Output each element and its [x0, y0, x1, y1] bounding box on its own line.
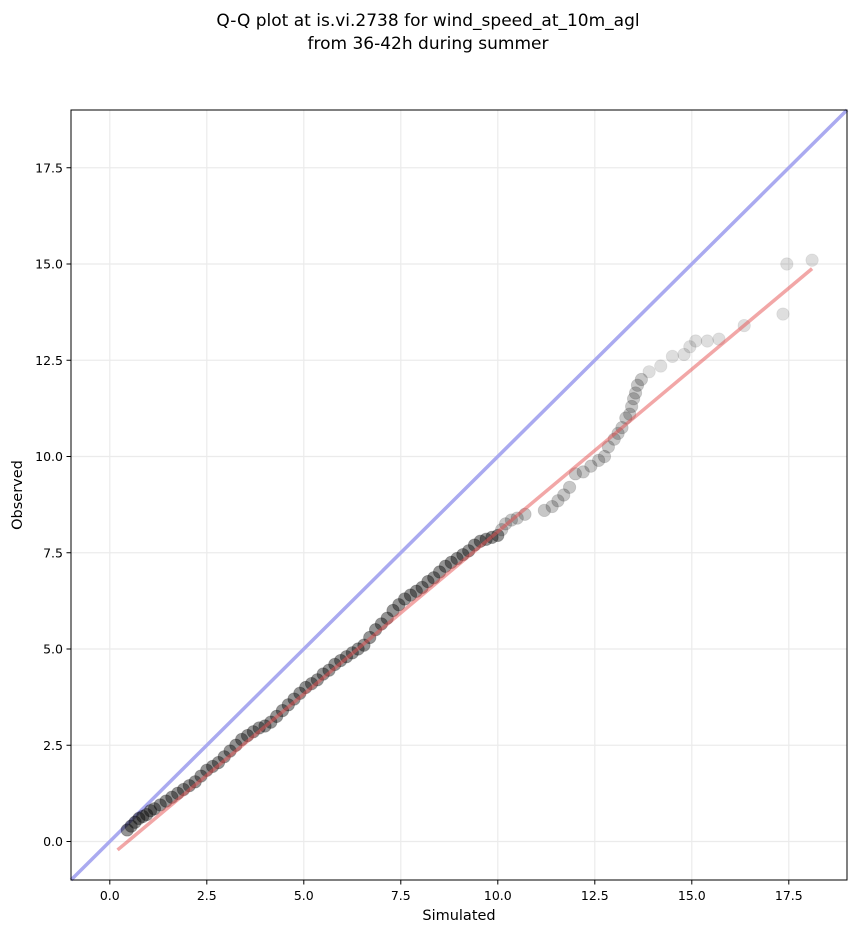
- y-tick-label-4: 10.0: [35, 449, 63, 464]
- data-point-6: [143, 804, 158, 818]
- plot-area-frame: [70, 109, 848, 881]
- data-point-103: [780, 257, 794, 271]
- chart-title-line-2: from 36-42h during summer: [308, 34, 549, 54]
- data-point-74: [551, 494, 565, 508]
- y-tick-label-7: 17.5: [35, 160, 63, 175]
- data-point-7: [147, 802, 162, 816]
- data-point-99: [700, 334, 714, 348]
- data-point-96: [677, 347, 691, 362]
- data-point-8: [153, 798, 167, 812]
- data-point-81: [597, 449, 612, 464]
- x-tick-label-6: 15.0: [678, 888, 706, 903]
- data-point-104: [805, 253, 819, 267]
- x-axis-label: Simulated: [422, 908, 495, 924]
- y-tick-label-6: 15.0: [35, 257, 63, 272]
- data-point-0: [120, 823, 134, 837]
- x-tick-label-2: 5.0: [294, 888, 314, 903]
- data-point-50: [398, 592, 412, 606]
- y-tick-label-5: 12.5: [35, 353, 63, 368]
- data-point-80: [592, 453, 606, 467]
- data-point-76: [562, 480, 577, 494]
- data-point-5: [140, 807, 154, 822]
- data-point-102: [776, 307, 790, 321]
- x-tick-label-4: 10.0: [484, 888, 512, 903]
- data-point-51: [403, 588, 418, 602]
- y-axis-label: Observed: [10, 460, 26, 530]
- y-tick-label-2: 5.0: [43, 642, 63, 657]
- data-point-54: [421, 575, 435, 589]
- data-point-52: [409, 584, 423, 598]
- data-point-94: [654, 359, 668, 373]
- data-point-92: [634, 372, 648, 387]
- data-point-72: [537, 503, 551, 517]
- y-tick-label-1: 2.5: [43, 738, 63, 753]
- x-tick-label-1: 2.5: [197, 888, 217, 903]
- data-point-37: [322, 663, 336, 677]
- x-tick-label-7: 17.5: [775, 888, 803, 903]
- data-point-57: [438, 559, 453, 573]
- data-point-98: [689, 334, 703, 348]
- data-point-48: [386, 603, 400, 618]
- data-point-88: [625, 399, 639, 414]
- x-tick-label-3: 7.5: [391, 888, 411, 903]
- data-points: [116, 253, 819, 852]
- data-point-79: [584, 459, 598, 473]
- data-point-78: [576, 465, 590, 479]
- data-point-90: [628, 386, 643, 400]
- grid-lines: [71, 110, 847, 880]
- y-tick-label-3: 7.5: [43, 545, 63, 560]
- fit-line: [116, 267, 814, 852]
- data-point-2: [128, 815, 142, 829]
- reference-lines: [69, 108, 849, 882]
- data-point-97: [683, 340, 697, 354]
- data-point-49: [392, 598, 406, 612]
- x-axis-ticks: 0.0 2.5 5.0 7.5 10.0 12.5 15.0 17.5: [100, 880, 803, 903]
- data-point-4: [136, 809, 150, 824]
- x-tick-label-0: 0.0: [100, 888, 120, 903]
- data-point-73: [545, 499, 559, 514]
- data-point-1: [124, 819, 138, 833]
- data-point-95: [665, 349, 680, 363]
- data-point-89: [626, 392, 641, 406]
- data-point-75: [557, 488, 571, 502]
- chart-title-line-1: Q-Q plot at is.vi.2738 for wind_speed_at…: [216, 11, 639, 31]
- identity-line: [69, 108, 849, 882]
- data-point-93: [642, 365, 656, 379]
- data-point-91: [630, 378, 645, 392]
- x-tick-label-5: 12.5: [581, 888, 609, 903]
- data-point-3: [132, 811, 146, 826]
- y-axis-ticks: 0.0 2.5 5.0 7.5 10.0 12.5 15.0 17.5: [35, 160, 71, 849]
- y-tick-label-0: 0.0: [43, 834, 63, 849]
